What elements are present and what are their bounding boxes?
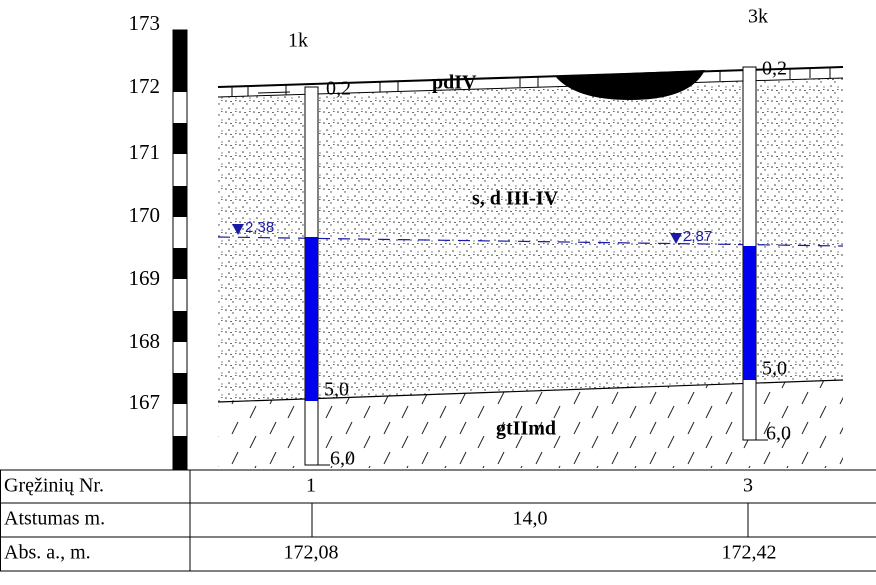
table-grid <box>0 469 876 572</box>
layer-boundary <box>217 379 844 403</box>
topsoil-bottom <box>217 77 844 98</box>
layer-label: gtIImd <box>496 418 556 440</box>
depth-label: 6,0 <box>766 423 791 445</box>
sand-layer <box>218 78 843 402</box>
depth-label: 6,0 <box>330 448 355 470</box>
scale-label: 168 <box>129 329 161 353</box>
scale-label: 172 <box>129 74 161 98</box>
table-cell: 14,0 <box>513 508 548 530</box>
table-cell: Abs. a., m. <box>4 542 91 564</box>
table-cell: Atstumas m. <box>4 508 105 530</box>
ground-surface <box>217 66 844 88</box>
table-cell: 172,42 <box>722 542 777 564</box>
organic-lens <box>555 70 705 100</box>
water-marker <box>232 224 244 235</box>
borehole-label: 1k <box>288 30 308 52</box>
layer-label: s, d III-IV <box>472 188 559 210</box>
moraine-layer <box>218 380 843 468</box>
table-cell: 1 <box>306 475 316 497</box>
table-cell: Gręžinių Nr. <box>4 475 104 497</box>
scale-label: 170 <box>129 203 161 227</box>
depth-label: 0,2 <box>326 78 351 100</box>
scale-bar <box>172 29 188 471</box>
table-cell: 3 <box>743 475 753 497</box>
water-table <box>217 236 844 247</box>
borehole-label: 3k <box>748 6 768 28</box>
depth-label: 5,0 <box>324 379 349 401</box>
water-marker <box>670 233 682 244</box>
topsoil-ticks <box>231 68 831 97</box>
water-depth-label: 2,87 <box>683 228 712 245</box>
layer-label: pdIV <box>432 72 477 94</box>
depth-label: 0,2 <box>762 58 787 80</box>
water-depth-label: 2,38 <box>245 219 274 236</box>
scale-label: 173 <box>129 11 161 35</box>
scale-label: 167 <box>129 390 161 414</box>
depth-label: 5,0 <box>762 358 787 380</box>
water-column <box>743 246 756 380</box>
scale-label: 169 <box>129 266 161 290</box>
scale-label: 171 <box>129 140 161 164</box>
water-column <box>305 237 318 401</box>
table-cell: 172,08 <box>284 542 339 564</box>
